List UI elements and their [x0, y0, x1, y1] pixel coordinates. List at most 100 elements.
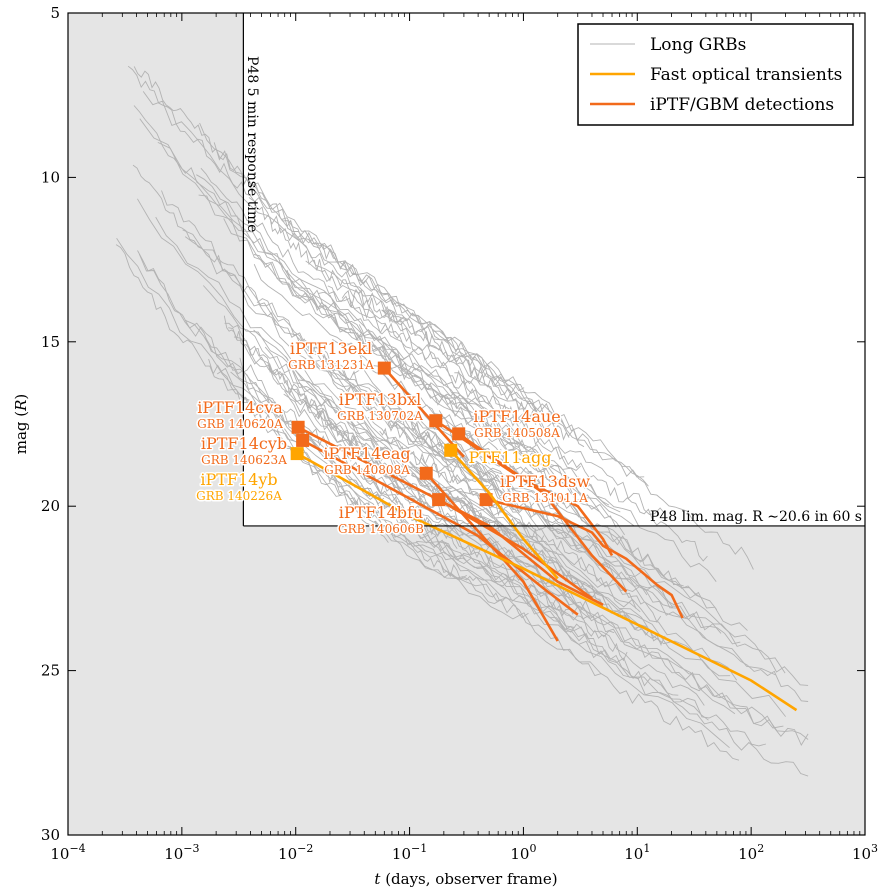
long-grb-curve: [341, 290, 524, 424]
limit-region: [68, 13, 865, 835]
iPTF14cva-grb-label: GRB 140620A: [197, 417, 283, 431]
iPTF14yb-curve: [296, 452, 798, 712]
y-tick-label: 25: [41, 662, 60, 680]
iPTF13bxl-grb-label: GRB 130702A: [337, 409, 423, 423]
iPTF14bfu-grb-label: GRB 140606B: [338, 522, 424, 536]
iPTF14yb-grb-label: GRB 140226A: [196, 489, 282, 503]
iPTF14eag-curve: [425, 472, 559, 642]
y-axis-title-var: R: [12, 400, 30, 412]
long-grb-curve: [142, 91, 537, 425]
iPTF14cva-marker: [291, 420, 305, 434]
long-grb-curve: [332, 339, 701, 598]
long-grb-curve: [208, 358, 373, 512]
iPTF14cyb-label: iPTF14cyb: [201, 434, 287, 453]
long-grb-curve: [362, 412, 738, 681]
long-grb-curve: [454, 372, 708, 562]
iPTF13bxl-marker: [429, 414, 443, 428]
y-axis-title: mag (R): [12, 394, 30, 455]
x-tick-label: 10−4: [50, 842, 85, 863]
y-tick-label: 15: [41, 333, 60, 351]
x-tick-label: 103: [852, 842, 878, 863]
x-tick-exp: −4: [69, 842, 85, 855]
x-tick-base: 10: [50, 845, 69, 863]
long-grb-curve: [314, 410, 591, 614]
long-grb-curve: [375, 520, 740, 761]
inaccessible-region: [68, 13, 865, 835]
long-grb-curve: [133, 105, 478, 415]
long-grb-curve: [416, 540, 809, 777]
iPTF14bfu-label: iPTF14bfu: [339, 503, 423, 522]
iPTF14aue-marker: [452, 427, 466, 441]
long-grb-curve: [133, 66, 356, 275]
long-grb-curve: [358, 466, 569, 617]
plot-frame: [67, 12, 866, 836]
long-grb-curve: [253, 264, 718, 610]
long-grb-curve: [373, 400, 514, 496]
x-tick-label: 10−1: [392, 842, 427, 863]
x-tick-exp: 0: [529, 842, 536, 855]
iPTF13ekl-curve: [383, 367, 465, 458]
x-tick-base: 10: [624, 845, 643, 863]
long-grb-curve: [202, 285, 654, 634]
iPTF14bfu-curve: [437, 498, 593, 600]
long-grb-curve: [228, 327, 499, 543]
x-tick-base: 10: [278, 845, 297, 863]
x-tick-exp: −3: [183, 842, 199, 855]
long-grb-curve: [251, 188, 585, 448]
long-grb-curve: [223, 218, 600, 512]
long-grb-curve: [286, 270, 524, 447]
iPTF14aue-label: iPTF14aue: [473, 407, 560, 426]
long-grb-curve: [184, 319, 575, 628]
long-grb-curve: [422, 437, 809, 702]
iPTF14eag-marker: [419, 466, 433, 480]
iPTF14aue-curve: [457, 432, 628, 593]
x-tick-label: 101: [624, 842, 650, 863]
long-grb-curve: [200, 167, 412, 349]
iPTF14bfu-marker: [432, 493, 446, 507]
long-grb-curve: [379, 427, 545, 543]
iPTF14cyb-marker: [296, 433, 310, 447]
y-tick-label: 20: [41, 497, 60, 515]
x-tick-exp: −2: [297, 842, 313, 855]
long-grb-curve: [433, 330, 754, 570]
iPTF14cva-label: iPTF14cva: [197, 398, 283, 417]
long-grb-curve: [367, 490, 767, 747]
long-grb-curve: [139, 118, 621, 513]
long-grb-curve: [127, 65, 408, 322]
iPTF14aue-grb-label: GRB 140508A: [474, 426, 560, 440]
response-time-annotation: P48 5 min response time: [244, 56, 260, 232]
iPTF14yb-label: iPTF14yb: [200, 470, 277, 489]
iPTF13dsw-marker: [479, 493, 493, 507]
y-tick-label: 10: [41, 168, 60, 186]
y-tick-label: 30: [41, 826, 60, 844]
long-grb-curve: [281, 217, 649, 487]
long-grb-curve: [310, 359, 489, 487]
y-ticks: 5 10 15 20 25 30: [41, 4, 865, 844]
y-tick-label: 5: [50, 4, 60, 22]
long-grb-curve: [286, 275, 549, 473]
long-grb-curve: [351, 272, 554, 420]
x-tick-exp: −1: [411, 842, 427, 855]
x-tick-label: 102: [738, 842, 764, 863]
iPTF13dsw-grb-label: GRB 131011A: [502, 491, 588, 505]
long-grb-curve: [284, 355, 786, 717]
x-tick-base: 10: [392, 845, 411, 863]
x-tick-base: 10: [738, 845, 757, 863]
PTF11agg-marker: [444, 443, 458, 457]
transient-layer: [290, 361, 798, 712]
long-grb-curve: [199, 122, 645, 478]
x-tick-base: 10: [164, 845, 183, 863]
long-grb-curve: [230, 371, 730, 749]
iPTF13bxl-label: iPTF13bxl: [339, 390, 421, 409]
iPTF13dsw-curve: [485, 498, 684, 619]
iPTF13ekl-grb-label: GRB 131231A: [288, 358, 374, 372]
iPTF14eag-grb-label: GRB 140808A: [324, 463, 410, 477]
long-grb-curve: [451, 392, 717, 582]
limiting-mag-annotation: P48 lim. mag. R ∼20.6 in 60 s: [650, 509, 862, 525]
legend-label-fast-optical: Fast optical transients: [650, 65, 842, 85]
iPTF13ekl-label: iPTF13ekl: [290, 339, 372, 358]
long-grb-curve: [327, 285, 581, 471]
